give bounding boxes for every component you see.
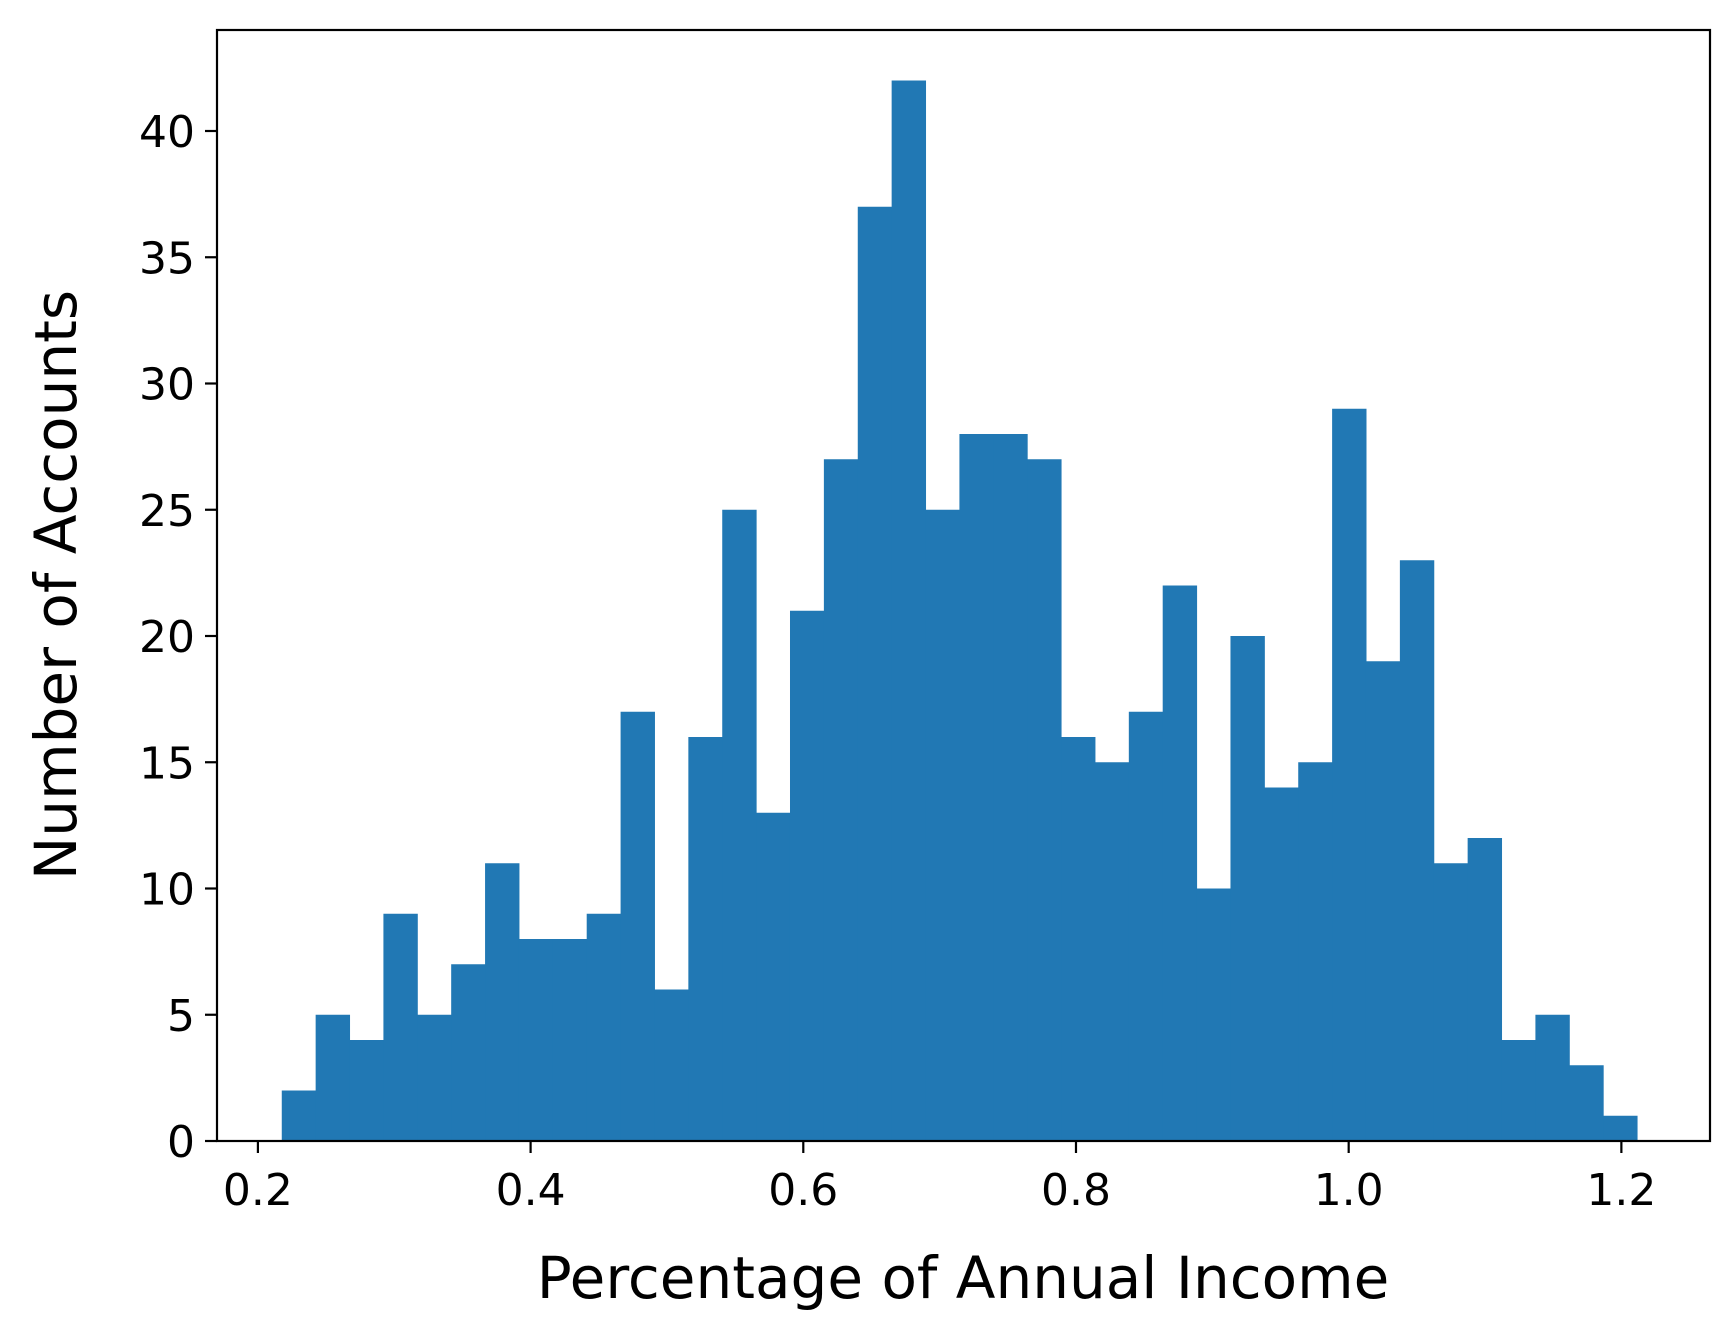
x-tick-label: 0.8 xyxy=(1041,1165,1111,1216)
histogram-bar xyxy=(1433,863,1469,1141)
y-tick-label: 20 xyxy=(139,612,195,663)
histogram-bar xyxy=(1027,459,1062,1141)
histogram-bar xyxy=(1061,737,1096,1141)
histogram-bar xyxy=(1230,636,1265,1141)
y-tick-label: 40 xyxy=(139,107,195,158)
y-axis-ticks: 0 5 10 15 20 25 30 35 40 xyxy=(139,107,217,1168)
histogram-bar xyxy=(1467,838,1503,1141)
histogram-bar xyxy=(1535,1014,1570,1141)
histogram-bar xyxy=(281,1090,317,1141)
histogram-bar xyxy=(1162,585,1198,1141)
x-tick-label: 0.4 xyxy=(496,1165,566,1216)
histogram-bar xyxy=(1196,888,1231,1141)
histogram-bar xyxy=(1298,762,1333,1141)
histogram-bar xyxy=(1332,408,1367,1141)
y-tick-label: 25 xyxy=(139,486,195,537)
histogram-bar xyxy=(315,1014,351,1141)
histogram-bar xyxy=(756,812,791,1141)
histogram-bar xyxy=(789,610,825,1141)
histogram-bar xyxy=(654,989,689,1141)
histogram-bar xyxy=(1128,711,1164,1141)
y-tick-label: 15 xyxy=(139,738,195,789)
x-tick-label: 1.2 xyxy=(1586,1165,1656,1216)
y-tick-label: 10 xyxy=(139,865,195,916)
histogram-bar xyxy=(1569,1065,1604,1141)
histogram-bar xyxy=(349,1040,384,1141)
y-tick-label: 35 xyxy=(139,233,195,284)
histogram-bar xyxy=(959,434,994,1141)
histogram-bar xyxy=(620,711,655,1141)
histogram-bar xyxy=(552,939,588,1141)
y-axis-title: Number of Accounts xyxy=(22,290,90,880)
histogram-bar xyxy=(417,1014,452,1141)
y-tick-label: 0 xyxy=(167,1117,195,1168)
histogram-bar xyxy=(891,80,927,1141)
histogram-bar xyxy=(722,509,757,1141)
histogram-bar xyxy=(1264,787,1299,1141)
histogram-bar xyxy=(688,737,723,1141)
histogram-bar xyxy=(485,863,520,1141)
histogram-bar xyxy=(1603,1115,1638,1141)
histogram-bar xyxy=(1501,1040,1536,1141)
histogram-bar xyxy=(1094,762,1130,1141)
x-axis-title: Percentage of Annual Income xyxy=(537,1244,1390,1312)
histogram-bar xyxy=(1365,661,1401,1141)
histogram-bars xyxy=(281,80,1638,1141)
y-tick-label: 5 xyxy=(167,991,195,1042)
x-tick-label: 0.2 xyxy=(223,1165,293,1216)
histogram-bar xyxy=(586,913,622,1141)
histogram-bar xyxy=(518,939,554,1141)
histogram-bar xyxy=(857,206,893,1141)
histogram-bar xyxy=(993,434,1028,1141)
x-axis-ticks: 0.2 0.4 0.6 0.8 1.0 1.2 xyxy=(223,1141,1656,1216)
x-tick-label: 1.0 xyxy=(1314,1165,1384,1216)
x-tick-label: 0.6 xyxy=(768,1165,838,1216)
histogram-bar xyxy=(383,913,418,1141)
plot-frame xyxy=(215,28,1712,1143)
histogram-bar xyxy=(823,459,859,1141)
histogram-bar xyxy=(1399,560,1435,1141)
y-tick-label: 30 xyxy=(139,360,195,411)
histogram-bar xyxy=(451,964,486,1141)
histogram-bar xyxy=(925,509,960,1141)
